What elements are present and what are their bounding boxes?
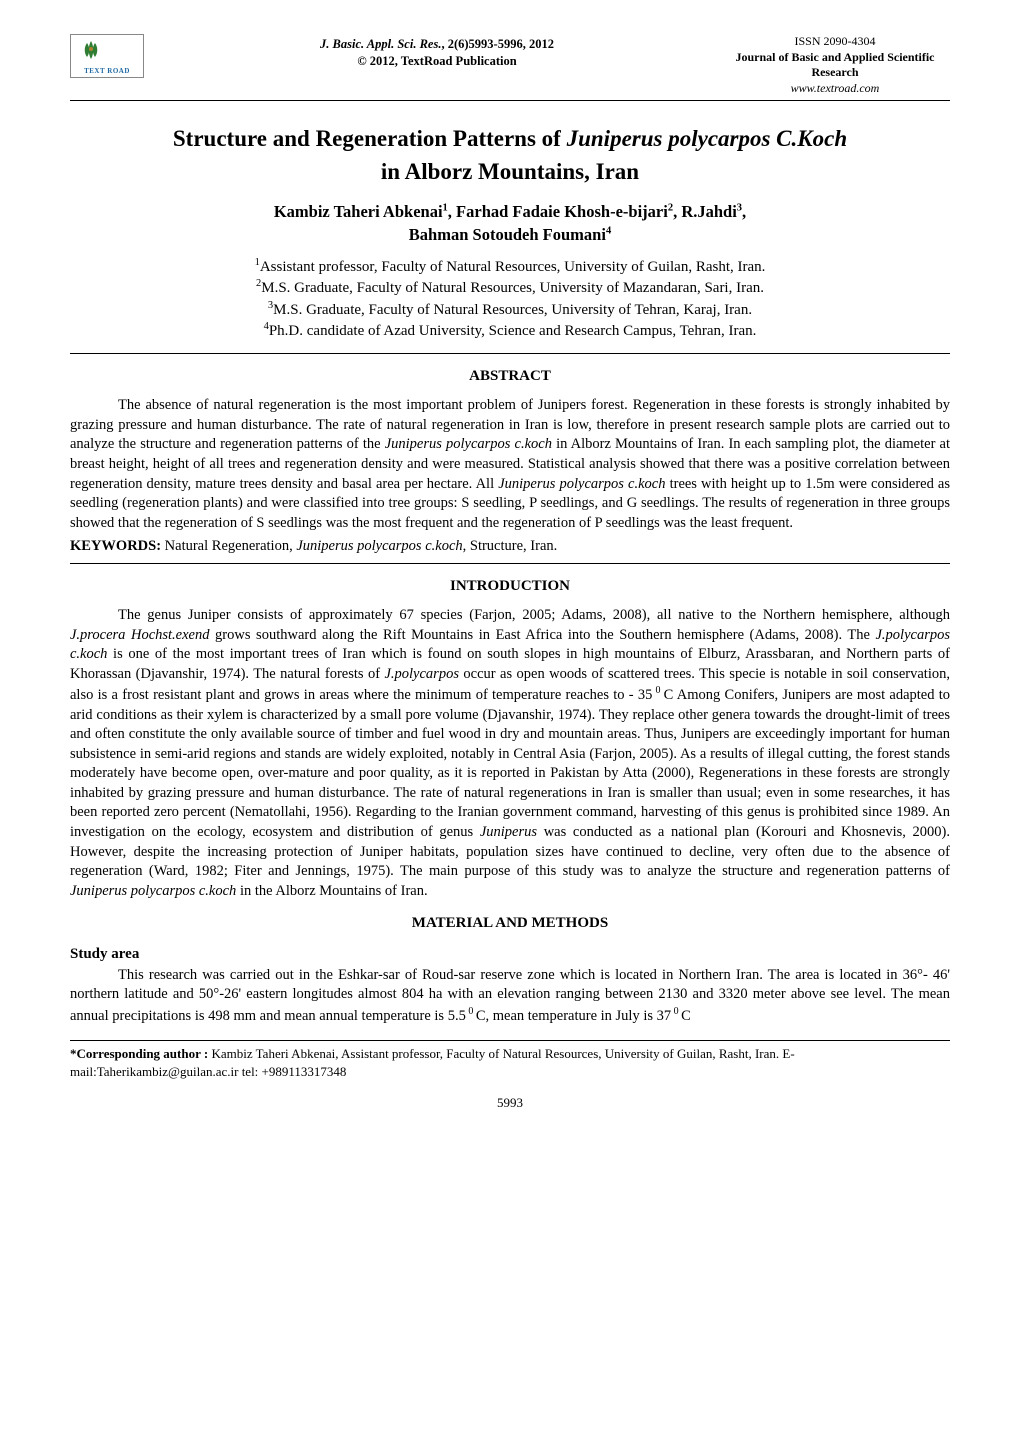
journal-issue: , 2(6)5993-5996, 2012 <box>441 37 554 51</box>
copyright-line: © 2012, TextRoad Publication <box>357 54 516 68</box>
journal-site: www.textroad.com <box>791 81 880 95</box>
issn: ISSN 2090-4304 <box>794 34 875 48</box>
study-sup2: 0 <box>671 1006 681 1017</box>
page: TEXT ROAD J. Basic. Appl. Sci. Res., 2(6… <box>0 0 1020 1140</box>
keywords-pre: Natural Regeneration, <box>161 538 296 554</box>
header-right: ISSN 2090-4304 Journal of Basic and Appl… <box>720 34 950 96</box>
intro-sup1: 0 <box>652 685 663 696</box>
page-number: 5993 <box>70 1094 950 1112</box>
journal-full-name: Journal of Basic and Applied Scientific … <box>735 50 934 80</box>
header-row: TEXT ROAD J. Basic. Appl. Sci. Res., 2(6… <box>70 34 950 101</box>
author-1: Kambiz Taheri Abkenai <box>274 202 443 221</box>
abstract-heading: ABSTRACT <box>70 366 950 386</box>
article-title-line2: in Alborz Mountains, Iran <box>70 156 950 187</box>
keywords-post: , Structure, Iran. <box>463 538 558 554</box>
study-area-heading: Study area <box>70 944 950 964</box>
intro-end: in the Alborz Mountains of Iran. <box>236 883 427 899</box>
intro-it5: Juniperus polycarpos c.koch <box>70 883 236 899</box>
study-end: C <box>681 1008 691 1024</box>
author-4: Bahman Sotoudeh Foumani <box>409 225 606 244</box>
introduction-heading: INTRODUCTION <box>70 576 950 596</box>
abstract-text: The absence of natural regeneration is t… <box>70 396 950 533</box>
title-pre: Structure and Regeneration Patterns of <box>173 126 567 151</box>
rule-after-affils <box>70 353 950 354</box>
article-title: Structure and Regeneration Patterns of J… <box>70 123 950 154</box>
footer: *Corresponding author : Kambiz Taheri Ab… <box>70 1045 950 1080</box>
affil-2: M.S. Graduate, Faculty of Natural Resour… <box>261 280 764 296</box>
keywords-line: KEYWORDS: Natural Regeneration, Juniperu… <box>70 537 950 557</box>
rule-after-keywords <box>70 563 950 564</box>
intro-it4: Juniperus <box>480 824 537 840</box>
corresponding-label: *Corresponding author : <box>70 1046 208 1061</box>
abstract-it2: Juniperus polycarpos c.koch <box>498 476 665 492</box>
study-mid1: C, mean temperature in July is 37 <box>476 1008 671 1024</box>
intro-mid1: grows southward along the Rift Mountains… <box>210 627 876 643</box>
affiliations: 1Assistant professor, Faculty of Natural… <box>130 256 890 341</box>
journal-short: J. Basic. Appl. Sci. Res. <box>320 37 441 51</box>
footer-rule <box>70 1040 950 1041</box>
author-2: , Farhad Fadaie Khosh-e-bijari <box>448 202 668 221</box>
study-area-text: This research was carried out in the Esh… <box>70 966 950 1027</box>
study-sup1: 0 <box>466 1006 476 1017</box>
methods-heading: MATERIAL AND METHODS <box>70 913 950 933</box>
logo-text: TEXT ROAD <box>71 67 143 76</box>
header-center: J. Basic. Appl. Sci. Res., 2(6)5993-5996… <box>154 34 720 70</box>
title-species: Juniperus polycarpos C.Koch <box>567 126 848 151</box>
affil-4: Ph.D. candidate of Azad University, Scie… <box>269 323 757 339</box>
affil-1: Assistant professor, Faculty of Natural … <box>260 259 766 275</box>
affil-3: M.S. Graduate, Faculty of Natural Resour… <box>273 302 752 318</box>
author-3: , R.Jahdi <box>673 202 737 221</box>
journal-logo: TEXT ROAD <box>70 34 144 78</box>
intro-it1: J.procera Hochst.exend <box>70 627 210 643</box>
intro-mid4: C Among Conifers, Junipers are most adap… <box>70 687 950 840</box>
intro-it3: J.polycarpos <box>384 666 459 682</box>
author-sep3: , <box>742 202 746 221</box>
abstract-it1: Juniperus polycarpos c.koch <box>385 436 552 452</box>
keywords-italic: Juniperus polycarpos c.koch <box>296 538 462 554</box>
introduction-text: The genus Juniper consists of approximat… <box>70 606 950 901</box>
author-4-sup: 4 <box>606 225 611 236</box>
authors: Kambiz Taheri Abkenai1, Farhad Fadaie Kh… <box>70 201 950 246</box>
keywords-label: KEYWORDS: <box>70 538 161 554</box>
intro-pre: The genus Juniper consists of approximat… <box>118 607 950 623</box>
